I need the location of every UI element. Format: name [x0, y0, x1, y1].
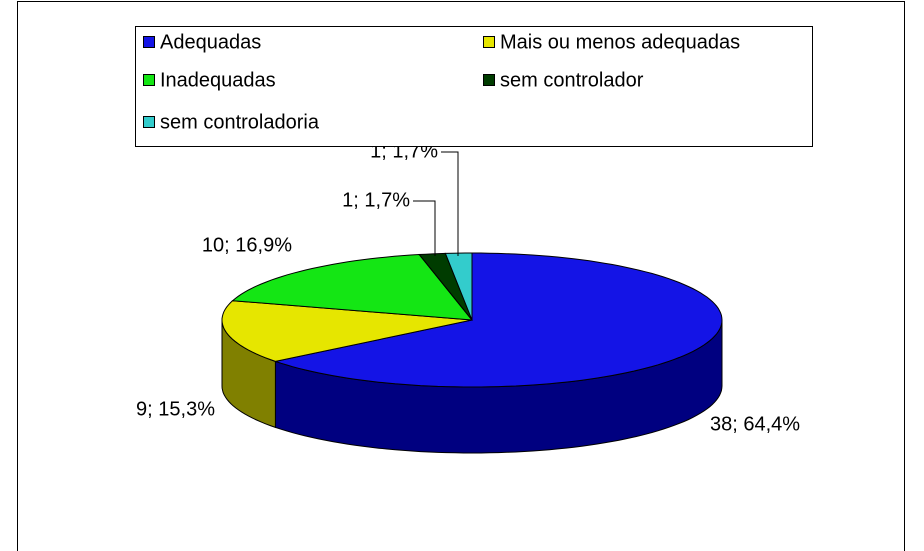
legend-label: Adequadas	[160, 31, 261, 53]
data-label: 10; 16,9%	[202, 234, 292, 256]
slice	[444, 252, 473, 321]
legend	[135, 26, 813, 147]
data-label: 9; 15,3%	[136, 398, 215, 420]
data-label: 38; 64,4%	[710, 413, 800, 435]
legend-swatch	[143, 116, 155, 128]
legend-swatch	[143, 74, 155, 86]
legend-swatch	[483, 36, 495, 48]
legend-label: sem controladoria	[160, 111, 320, 133]
leader-line	[413, 200, 436, 256]
data-label: 1; 1,7%	[342, 189, 410, 211]
leader-line	[441, 151, 459, 256]
legend-swatch	[483, 74, 495, 86]
slice	[221, 300, 473, 362]
legend-swatch	[143, 36, 155, 48]
legend-label: sem controlador	[500, 69, 644, 91]
slice	[231, 253, 474, 321]
legend-label: Mais ou menos adequadas	[500, 31, 740, 53]
legend-label: Inadequadas	[160, 69, 276, 91]
slice	[273, 252, 723, 388]
